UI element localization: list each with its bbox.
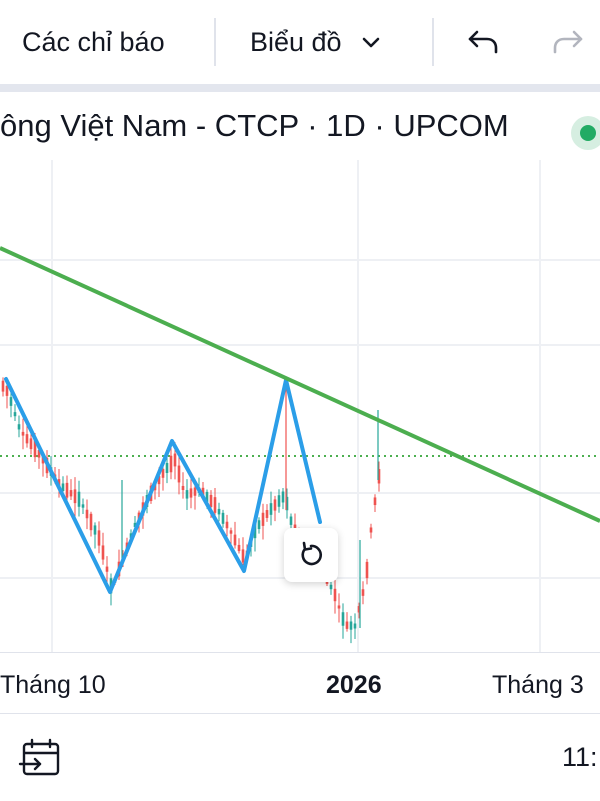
candle-body <box>225 521 229 529</box>
candle-body <box>89 513 93 531</box>
candle-body <box>281 491 285 503</box>
candle-body <box>333 588 337 602</box>
candle-body <box>165 463 169 473</box>
candle-body <box>329 584 333 590</box>
candle-body <box>93 525 97 535</box>
range-text[interactable]: 11: <box>562 742 598 772</box>
candle-body <box>77 491 81 507</box>
candle-body <box>25 434 29 444</box>
zigzag-pattern <box>4 377 322 594</box>
candle-body <box>21 431 25 436</box>
axis-label-month-3: Tháng 3 <box>492 671 584 699</box>
candle-body <box>237 544 241 552</box>
candle-body <box>157 475 161 485</box>
candle-body <box>341 612 345 626</box>
candle-body <box>13 412 17 417</box>
candle-body <box>217 508 221 515</box>
candle-body <box>1 380 5 392</box>
candle-body <box>205 491 209 503</box>
market-status-dot <box>580 125 596 141</box>
candle-body <box>233 534 237 546</box>
candle-body <box>85 509 89 519</box>
candle-body <box>209 494 213 508</box>
candle-body <box>265 510 269 518</box>
candle-body <box>377 469 381 484</box>
candle-body <box>33 440 37 458</box>
candle-body <box>337 605 341 609</box>
candle-body <box>289 516 293 525</box>
candle-body <box>133 522 137 528</box>
candle-body <box>61 483 65 492</box>
redo-icon[interactable] <box>548 22 588 62</box>
candle-body <box>177 465 181 483</box>
candle-body <box>29 438 33 450</box>
toolbar-divider <box>432 18 434 66</box>
candle-body <box>161 468 165 478</box>
candle-body <box>273 499 277 511</box>
candle-body <box>269 503 273 515</box>
candle-body <box>101 545 105 560</box>
toolbar-divider <box>214 18 216 66</box>
axis-label-year: 2026 <box>326 671 382 699</box>
candle-body <box>357 606 361 613</box>
candle-body <box>189 488 193 498</box>
market-status-indicator[interactable] <box>571 116 600 150</box>
candle-body <box>65 482 69 498</box>
candle-body <box>285 496 289 511</box>
candle-body <box>221 512 225 524</box>
candle-body <box>37 449 41 458</box>
candle-body <box>169 455 173 473</box>
reset-icon <box>301 541 323 566</box>
candle-body <box>181 485 185 491</box>
reset-chart-button[interactable] <box>284 528 338 582</box>
candle-body <box>353 623 357 629</box>
candle-body <box>81 504 85 508</box>
candle-body <box>261 512 265 526</box>
chart-type-button[interactable]: Biểu đồ <box>250 14 382 70</box>
candle-body <box>361 589 365 596</box>
candle-body <box>185 490 189 499</box>
candle-body <box>213 497 217 513</box>
indicators-label: Các chỉ báo <box>22 26 165 57</box>
candle-body <box>173 453 177 467</box>
candle-body <box>105 566 109 572</box>
candle-body <box>277 495 281 507</box>
time-axis[interactable]: Tháng 10 2026 Tháng 3 <box>0 652 600 713</box>
candle-body <box>41 455 45 464</box>
candle-body <box>17 424 21 430</box>
axis-label-month-10: Tháng 10 <box>0 671 106 699</box>
chart-type-label: Biểu đồ <box>250 26 342 57</box>
top-toolbar: Các chỉ báo Biểu đồ <box>0 0 600 84</box>
candle-body <box>73 489 77 504</box>
candle-body <box>257 520 261 530</box>
chevron-down-icon <box>362 37 379 48</box>
chart-canvas[interactable] <box>0 160 600 652</box>
symbol-title[interactable]: ông Việt Nam - CTCP · 1D · UPCOM <box>0 108 509 143</box>
candle-body <box>369 527 373 533</box>
candle-body <box>349 621 353 630</box>
candle-body <box>97 530 101 546</box>
candle-body <box>241 549 245 563</box>
undo-icon[interactable] <box>463 22 503 62</box>
candle-body <box>193 487 197 496</box>
candle-body <box>229 530 233 534</box>
descending-trendline <box>0 246 600 523</box>
indicators-button[interactable]: Các chỉ báo <box>22 14 165 70</box>
candle-body <box>345 621 349 629</box>
calendar-goto-icon[interactable] <box>18 736 64 782</box>
candlestick-series <box>1 377 381 644</box>
price-chart[interactable] <box>0 160 600 652</box>
toolbar-divider-bar <box>0 84 600 92</box>
candle-body <box>373 497 377 506</box>
candle-body <box>5 385 9 396</box>
bottom-bar: 11: <box>0 713 600 801</box>
candle-body <box>365 561 369 579</box>
candle-body <box>69 490 73 497</box>
candle-body <box>9 397 13 406</box>
